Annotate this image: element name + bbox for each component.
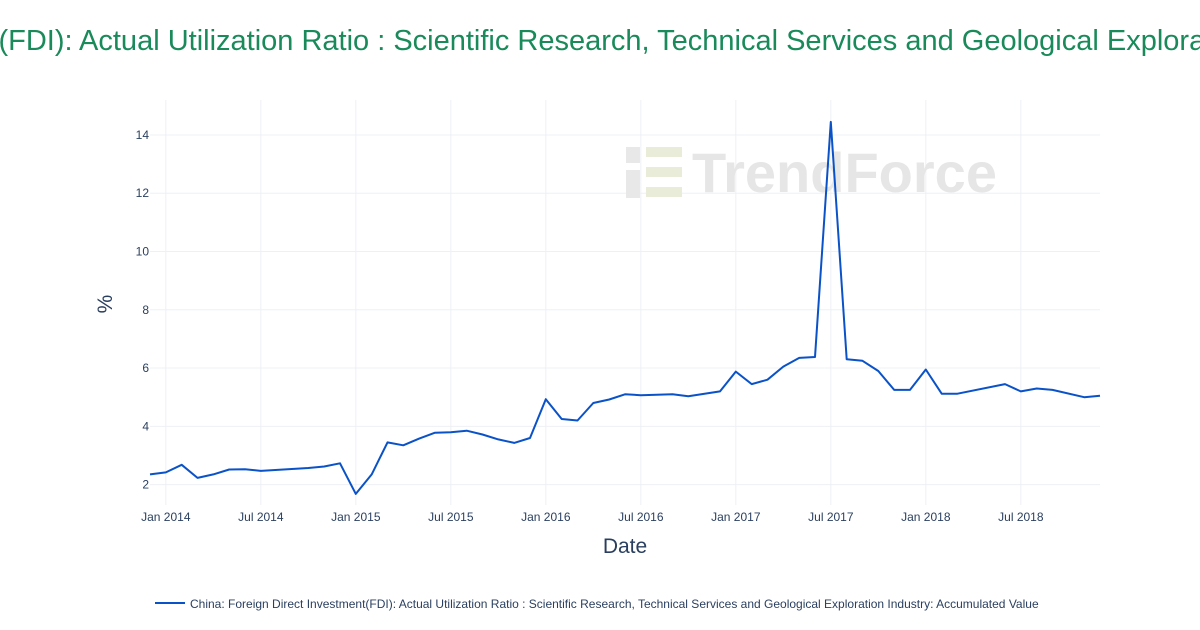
x-tick-label: Jul 2017 bbox=[808, 510, 854, 524]
y-tick-label: 6 bbox=[142, 361, 149, 375]
watermark-logo-icon bbox=[626, 147, 682, 198]
y-tick-label: 8 bbox=[142, 303, 149, 317]
x-tick-label: Jan 2016 bbox=[521, 510, 571, 524]
y-axis-title: % bbox=[94, 295, 117, 314]
x-tick-label: Jan 2018 bbox=[901, 510, 951, 524]
x-tick-label: Jul 2015 bbox=[428, 510, 474, 524]
x-tick-label: Jan 2015 bbox=[331, 510, 381, 524]
x-tick-label: Jan 2017 bbox=[711, 510, 761, 524]
x-axis-title: Date bbox=[603, 535, 647, 558]
chart-title: China: Foreign Direct Investment(FDI): A… bbox=[0, 25, 1200, 57]
x-tick-label: Jul 2014 bbox=[238, 510, 284, 524]
y-tick-label: 12 bbox=[136, 186, 150, 200]
series-line-0[interactable] bbox=[149, 120, 1101, 495]
legend-label: China: Foreign Direct Investment(FDI): A… bbox=[190, 597, 1039, 611]
y-tick-label: 10 bbox=[136, 245, 150, 259]
y-tick-label: 4 bbox=[142, 419, 149, 433]
y-tick-label: 14 bbox=[136, 128, 150, 142]
legend[interactable]: China: Foreign Direct Investment(FDI): A… bbox=[155, 597, 1039, 611]
x-tick-label: Jul 2016 bbox=[618, 510, 664, 524]
watermark: TrendForce bbox=[626, 141, 997, 204]
x-tick-label: Jan 2014 bbox=[141, 510, 191, 524]
y-tick-label: 2 bbox=[142, 478, 149, 492]
watermark-text: TrendForce bbox=[692, 141, 997, 204]
x-tick-label: Jul 2018 bbox=[998, 510, 1044, 524]
y-axis: 2 4 6 8 10 12 14 bbox=[136, 128, 150, 492]
x-axis: Jan 2014 Jul 2014 Jan 2015 Jul 2015 Jan 2016… bbox=[141, 510, 1044, 524]
grid bbox=[150, 100, 1100, 505]
series-layer bbox=[149, 120, 1101, 495]
